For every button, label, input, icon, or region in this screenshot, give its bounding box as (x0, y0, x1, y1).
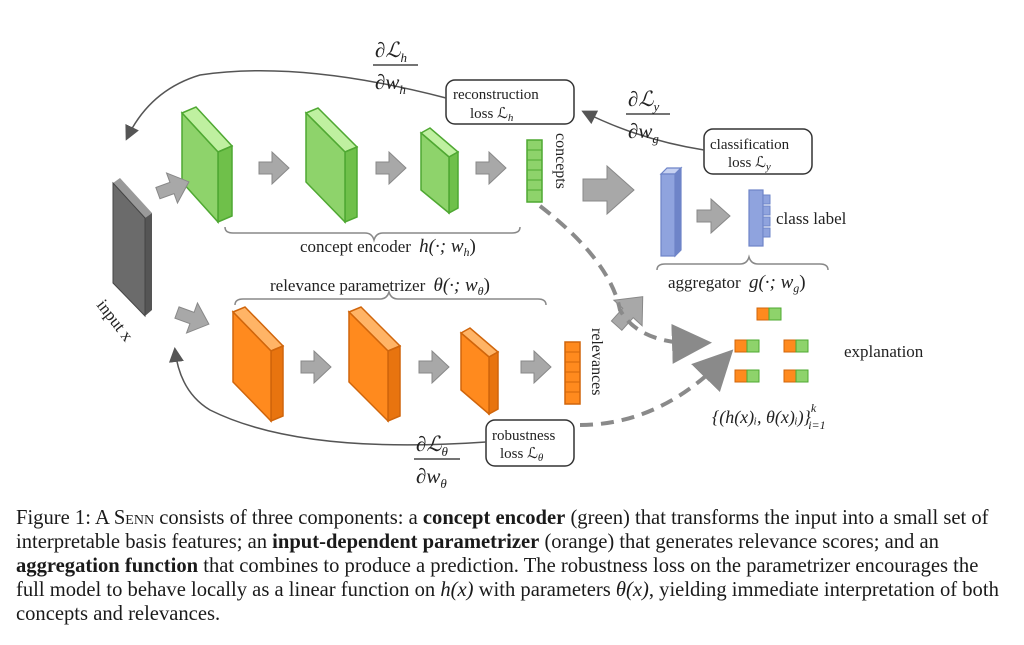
relevances-vector (564, 341, 581, 405)
svg-text:loss ℒy: loss ℒy (728, 155, 771, 173)
svg-text:reconstruction: reconstruction (453, 87, 539, 103)
aggregator-label: aggregator g(·; wg) (668, 272, 806, 295)
classification-gradient-fraction: ∂ℒy ∂wg (626, 87, 670, 146)
svg-text:∂wg: ∂wg (628, 119, 659, 146)
caption-text: (orange) that generates relevance scores… (539, 531, 939, 553)
classification-gradient-arrow (581, 110, 705, 151)
aggregator-brace (656, 254, 829, 271)
svg-text:∂wθ: ∂wθ (416, 464, 447, 491)
relevance-label: relevance parametrizer θ(·; wθ) (270, 275, 490, 298)
figure-caption: Figure 1: A Senn consists of three compo… (16, 506, 1008, 626)
robustness-gradient-arrow (168, 347, 487, 446)
svg-text:classification: classification (710, 137, 790, 153)
relevance-layer-1 (231, 306, 285, 423)
caption-math: h(x) (440, 579, 474, 601)
reconstruction-loss-box: reconstruction loss ℒh (445, 79, 575, 125)
relevances-label: relevances (588, 328, 605, 396)
svg-text:∂ℒh: ∂ℒh (375, 38, 407, 65)
relevance-layer-2 (347, 306, 402, 423)
caption-text: that combines to produce a prediction. T… (16, 555, 979, 601)
explanation-label: explanation (844, 342, 924, 361)
robustness-gradient-fraction: ∂ℒθ ∂wθ (414, 432, 460, 491)
concept-encoder-layer-2 (304, 107, 359, 224)
concepts-label: concepts (552, 133, 569, 189)
robustness-loss-box: robustness loss ℒθ (485, 419, 575, 467)
caption-bold-concept-encoder: concept encoder (422, 507, 566, 529)
class-label-vector (748, 189, 771, 247)
classification-loss-box: classification loss ℒy (703, 128, 813, 175)
svg-text:∂ℒθ: ∂ℒθ (416, 432, 449, 459)
concept-encoder-layer-3 (419, 127, 460, 215)
relevance-brace (234, 289, 547, 306)
caption-text: consists of three components: a (154, 507, 423, 529)
concept-encoder-layer-1 (180, 106, 234, 224)
class-label-text: class label (776, 209, 847, 228)
reconstruction-gradient-arrow (125, 70, 447, 141)
caption-text: with parameters (473, 579, 616, 601)
svg-text:∂wh: ∂wh (375, 70, 406, 97)
input-block (112, 178, 152, 318)
reconstruction-gradient-fraction: ∂ℒh ∂wh (373, 38, 418, 97)
concept-encoder-brace (224, 226, 521, 243)
explanation-cubes (734, 307, 809, 383)
concepts-to-explanation-dashed (538, 204, 712, 364)
caption-bold-aggregation: aggregation function (16, 555, 199, 577)
svg-text:loss ℒh: loss ℒh (470, 106, 514, 124)
flow-arrows (155, 150, 731, 385)
caption-bold-parametrizer: input-dependent parametrizer (272, 531, 540, 553)
input-label: input x (93, 296, 138, 346)
aggregator-block (659, 166, 683, 258)
relevance-layer-3 (459, 327, 500, 416)
caption-senn: Senn (113, 507, 155, 529)
concepts-vector (526, 139, 543, 203)
caption-math: θ(x) (615, 579, 649, 601)
svg-text:∂ℒy: ∂ℒy (628, 87, 660, 114)
concept-encoder-label: concept encoder h(·; wh) (300, 236, 476, 259)
caption-prefix: Figure 1: A (16, 507, 114, 529)
caption-text: , yielding immediate interpretation of b… (16, 579, 999, 625)
caption-text: (green) that transforms the input into a… (16, 507, 989, 553)
explanation-formula: {(h(x)ᵢ, θ(x)ᵢ)}k i=1 (712, 401, 826, 432)
svg-text:robustness: robustness (492, 428, 555, 444)
svg-text:loss ℒθ: loss ℒθ (500, 446, 544, 464)
senn-architecture-diagram: input x concepts concept encoder h(·; wh… (93, 38, 924, 491)
